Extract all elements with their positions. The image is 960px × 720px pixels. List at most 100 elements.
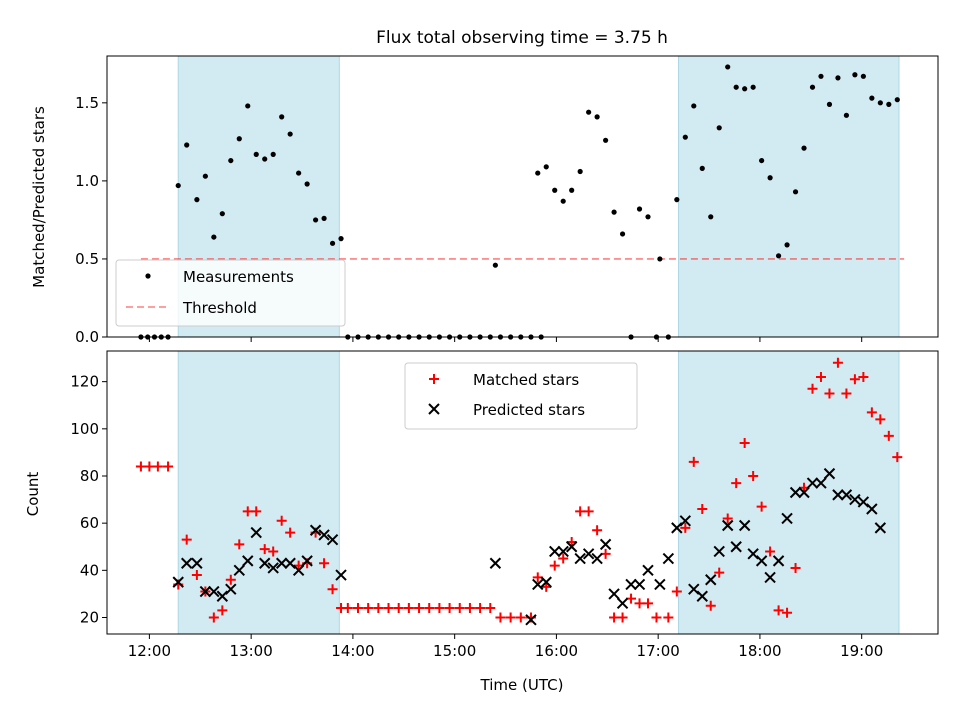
predicted-star-point	[654, 578, 666, 591]
measurement-point	[852, 72, 858, 78]
predicted-star-point	[225, 583, 237, 595]
measurement-point	[708, 214, 714, 220]
measurement-point	[843, 112, 850, 118]
matched-star-point	[327, 584, 338, 595]
matched-star-point	[342, 603, 353, 614]
predicted-star-point	[301, 555, 313, 567]
predicted-star-point	[616, 597, 629, 610]
matched-star-point	[549, 560, 560, 571]
matched-star-point	[680, 522, 691, 533]
measurement-point	[543, 164, 549, 170]
predicted-star-point	[599, 538, 612, 551]
matched-star-point	[434, 603, 445, 614]
measurement-point	[894, 97, 900, 103]
shaded-interval	[678, 55, 900, 338]
measurement-point	[733, 84, 739, 90]
predicted-star-point	[705, 574, 717, 586]
predicted-star-point	[335, 569, 347, 581]
measurement-point	[801, 145, 807, 151]
matched-star-point	[285, 527, 296, 538]
x-tick-label: 16:00	[535, 642, 578, 660]
measurement-point	[279, 114, 285, 120]
measurement-point	[775, 253, 782, 259]
measurement-point	[594, 114, 600, 120]
measurement-point	[253, 151, 259, 157]
matched-star-point	[773, 605, 784, 616]
matched-star-point	[731, 478, 742, 489]
predicted-star-point	[764, 571, 776, 584]
predicted-star-point	[549, 545, 561, 558]
legend-frame	[115, 259, 346, 327]
matched-star-point	[352, 603, 363, 614]
predicted-star-point	[309, 524, 322, 536]
chart-title: Flux total observing time = 3.75 h	[376, 28, 668, 48]
measurement-point	[270, 151, 276, 157]
x-tick-label: 14:00	[331, 642, 374, 660]
matched-star-point	[765, 546, 776, 557]
measurement-point	[657, 256, 663, 262]
measurement-point	[826, 101, 833, 107]
matched-star-point	[671, 586, 682, 597]
predicted-star-point	[525, 614, 537, 626]
matched-star-point	[505, 612, 516, 623]
measurement-point	[228, 157, 234, 164]
measurement-point	[784, 242, 790, 248]
predicted-star-point	[489, 557, 502, 569]
matched-star-point	[558, 553, 569, 564]
predicted-star-point	[642, 564, 654, 577]
predicted-star-point	[721, 519, 734, 532]
ratio-panel: 0.0 0.5 1.0 1.5 Matched/Predicted stars Mea…	[30, 55, 939, 346]
predicted-star-point	[662, 552, 675, 565]
matched-star-point	[444, 603, 455, 614]
predicted-star-point	[608, 588, 620, 600]
legend-predicted-marker	[428, 403, 440, 415]
matched-star-point	[268, 546, 279, 557]
matched-star-point	[475, 603, 486, 614]
measurement-point	[645, 214, 651, 220]
x-tick-label: 13:00	[230, 642, 273, 660]
measurement-point	[184, 142, 190, 148]
measurement-point	[202, 173, 208, 179]
measurement-point	[611, 209, 617, 215]
measurement-point	[674, 197, 680, 203]
matched-star-point	[485, 603, 496, 614]
matched-star-point	[251, 506, 262, 517]
predicted-star-point	[172, 576, 184, 588]
matched-star-point	[841, 388, 852, 399]
predicted-star-point	[798, 486, 810, 499]
top-axes: 0.0 0.5 1.0 1.5	[75, 55, 939, 346]
matched-star-point	[651, 612, 662, 623]
measurement-point	[569, 187, 575, 193]
predicted-star-point	[772, 555, 785, 567]
predicted-star-point	[679, 515, 692, 527]
bottom-y-tick-label: 120	[70, 373, 99, 391]
predicted-star-point	[806, 477, 819, 489]
matched-star-point	[414, 603, 425, 614]
predicted-star-point	[840, 489, 853, 501]
count-points	[135, 357, 903, 626]
predicted-star-point	[275, 557, 288, 569]
matched-star-point	[495, 612, 506, 623]
measurement-point	[619, 231, 626, 237]
top-y-tick-label: 0.5	[75, 250, 99, 268]
matched-star-point	[824, 388, 835, 399]
matched-star-point	[454, 603, 465, 614]
predicted-star-point	[789, 486, 802, 499]
bottom-y-tick-label: 40	[80, 561, 99, 579]
matched-star-point	[217, 605, 228, 616]
measurement-point	[321, 215, 327, 221]
predicted-star-point	[199, 585, 212, 598]
measurement-point	[835, 75, 841, 81]
predicted-star-point	[781, 512, 793, 525]
predicted-star-point	[755, 555, 768, 567]
x-tick-label: 15:00	[433, 642, 476, 660]
matched-star-point	[242, 506, 253, 517]
matched-star-point	[875, 414, 886, 425]
measurement-point	[296, 170, 302, 176]
measurement-point	[245, 103, 251, 109]
predicted-star-point	[866, 503, 878, 515]
predicted-star-point	[292, 564, 305, 577]
measurement-point	[492, 262, 498, 268]
predicted-star-point	[849, 493, 861, 506]
top-y-tick-label: 1.0	[75, 172, 99, 190]
